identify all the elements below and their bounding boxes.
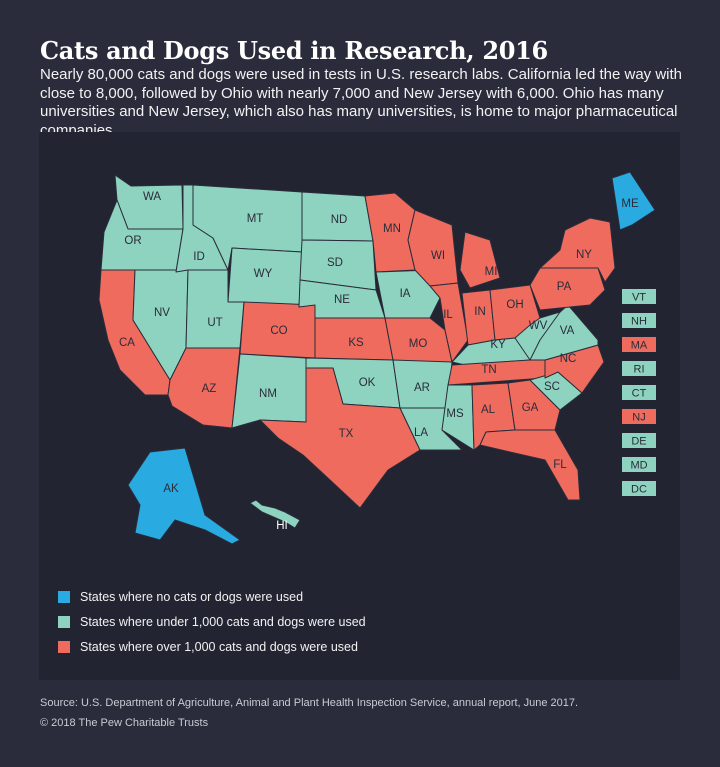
state-label-ak: AK bbox=[163, 483, 179, 495]
state-label-ms: MS bbox=[446, 408, 464, 420]
state-label-id: ID bbox=[193, 251, 205, 263]
state-label-co: CO bbox=[270, 325, 287, 337]
svg-text:CT: CT bbox=[632, 388, 647, 400]
state-label-wy: WY bbox=[254, 268, 273, 280]
state-label-fl: FL bbox=[553, 459, 567, 471]
small-state-box-nh: NH bbox=[622, 313, 656, 328]
map-panel: WA OR CA NV ID MT WY UT AZ CO NM ND SD NE KS OK TX MN IA MO… bbox=[39, 132, 680, 680]
legend-swatch-none bbox=[58, 591, 70, 603]
small-state-boxes: VT NH MA RI CT NJ DE MD DC bbox=[622, 289, 656, 496]
state-label-or: OR bbox=[124, 235, 141, 247]
page-title: Cats and Dogs Used in Research, 2016 bbox=[40, 36, 548, 65]
state-ga bbox=[507, 379, 561, 431]
state-label-sd: SD bbox=[327, 257, 343, 269]
state-label-al: AL bbox=[481, 404, 496, 416]
state-label-hi: HI bbox=[276, 520, 288, 532]
page-subtitle: Nearly 80,000 cats and dogs were used in… bbox=[40, 66, 682, 139]
svg-text:DE: DE bbox=[631, 436, 646, 448]
state-label-tx: TX bbox=[339, 428, 354, 440]
state-label-la: LA bbox=[414, 427, 428, 439]
state-label-wi: WI bbox=[431, 250, 445, 262]
state-label-nv: NV bbox=[154, 307, 170, 319]
small-state-box-md: MD bbox=[622, 457, 656, 472]
state-label-ks: KS bbox=[348, 337, 364, 349]
svg-text:RI: RI bbox=[634, 364, 645, 376]
state-label-sc: SC bbox=[544, 381, 560, 393]
state-labels-layer: WA OR CA NV ID MT WY UT AZ CO NM ND SD NE KS OK TX MN IA MO… bbox=[119, 191, 639, 532]
state-label-nm: NM bbox=[259, 388, 277, 400]
legend-swatch-under bbox=[58, 616, 70, 628]
svg-text:VT: VT bbox=[632, 292, 646, 304]
state-label-ky: KY bbox=[490, 339, 506, 351]
svg-text:NH: NH bbox=[631, 316, 647, 328]
state-label-mo: MO bbox=[409, 338, 428, 350]
svg-text:NJ: NJ bbox=[632, 412, 645, 424]
small-state-box-ri: RI bbox=[622, 361, 656, 376]
state-label-ok: OK bbox=[359, 377, 376, 389]
state-ak bbox=[127, 447, 241, 545]
legend-item-under: States where under 1,000 cats and dogs w… bbox=[58, 610, 366, 634]
state-label-az: AZ bbox=[202, 383, 217, 395]
state-mi bbox=[459, 231, 501, 289]
state-label-va: VA bbox=[560, 325, 575, 337]
state-label-nc: NC bbox=[560, 353, 577, 365]
small-state-box-ma: MA bbox=[622, 337, 656, 352]
state-ny bbox=[539, 217, 616, 283]
state-label-ca: CA bbox=[119, 337, 135, 349]
state-label-ia: IA bbox=[400, 288, 411, 300]
state-az bbox=[167, 347, 241, 429]
states-layer bbox=[98, 171, 656, 545]
svg-text:MD: MD bbox=[630, 460, 647, 472]
state-label-nd: ND bbox=[331, 214, 348, 226]
svg-text:MA: MA bbox=[631, 340, 648, 352]
state-label-mt: MT bbox=[247, 213, 264, 225]
small-state-box-dc: DC bbox=[622, 481, 656, 496]
state-label-tn: TN bbox=[481, 364, 496, 376]
state-label-ne: NE bbox=[334, 294, 350, 306]
state-label-wa: WA bbox=[143, 191, 161, 203]
state-fl bbox=[479, 429, 581, 501]
state-tx bbox=[259, 367, 421, 509]
state-label-ar: AR bbox=[414, 382, 430, 394]
state-me bbox=[611, 171, 656, 231]
state-la bbox=[399, 407, 463, 451]
svg-text:DC: DC bbox=[631, 484, 647, 496]
state-label-ny: NY bbox=[576, 249, 592, 261]
state-hi bbox=[249, 499, 301, 529]
state-label-in: IN bbox=[474, 306, 486, 318]
small-state-box-ct: CT bbox=[622, 385, 656, 400]
small-state-box-vt: VT bbox=[622, 289, 656, 304]
legend: States where no cats or dogs were used S… bbox=[58, 585, 366, 660]
legend-label-under: States where under 1,000 cats and dogs w… bbox=[80, 615, 366, 629]
state-label-mn: MN bbox=[383, 223, 401, 235]
state-label-mi: MI bbox=[485, 266, 498, 278]
legend-label-none: States where no cats or dogs were used bbox=[80, 590, 304, 604]
legend-swatch-over bbox=[58, 641, 70, 653]
state-label-ga: GA bbox=[522, 402, 539, 414]
legend-item-over: States where over 1,000 cats and dogs we… bbox=[58, 635, 366, 659]
legend-label-over: States where over 1,000 cats and dogs we… bbox=[80, 640, 358, 654]
state-label-il: IL bbox=[443, 309, 453, 321]
state-label-me: ME bbox=[621, 198, 639, 210]
state-label-wv: WV bbox=[529, 320, 548, 332]
state-wv bbox=[514, 311, 561, 361]
us-map: WA OR CA NV ID MT WY UT AZ CO NM ND SD NE KS OK TX MN IA MO… bbox=[98, 171, 656, 545]
legend-item-none: States where no cats or dogs were used bbox=[58, 585, 366, 609]
small-state-box-nj: NJ bbox=[622, 409, 656, 424]
small-state-box-de: DE bbox=[622, 433, 656, 448]
source-note: Source: U.S. Department of Agriculture, … bbox=[40, 697, 579, 709]
state-label-oh: OH bbox=[506, 299, 523, 311]
state-label-ut: UT bbox=[207, 317, 222, 329]
copyright-note: © 2018 The Pew Charitable Trusts bbox=[40, 717, 209, 729]
state-label-pa: PA bbox=[557, 281, 572, 293]
